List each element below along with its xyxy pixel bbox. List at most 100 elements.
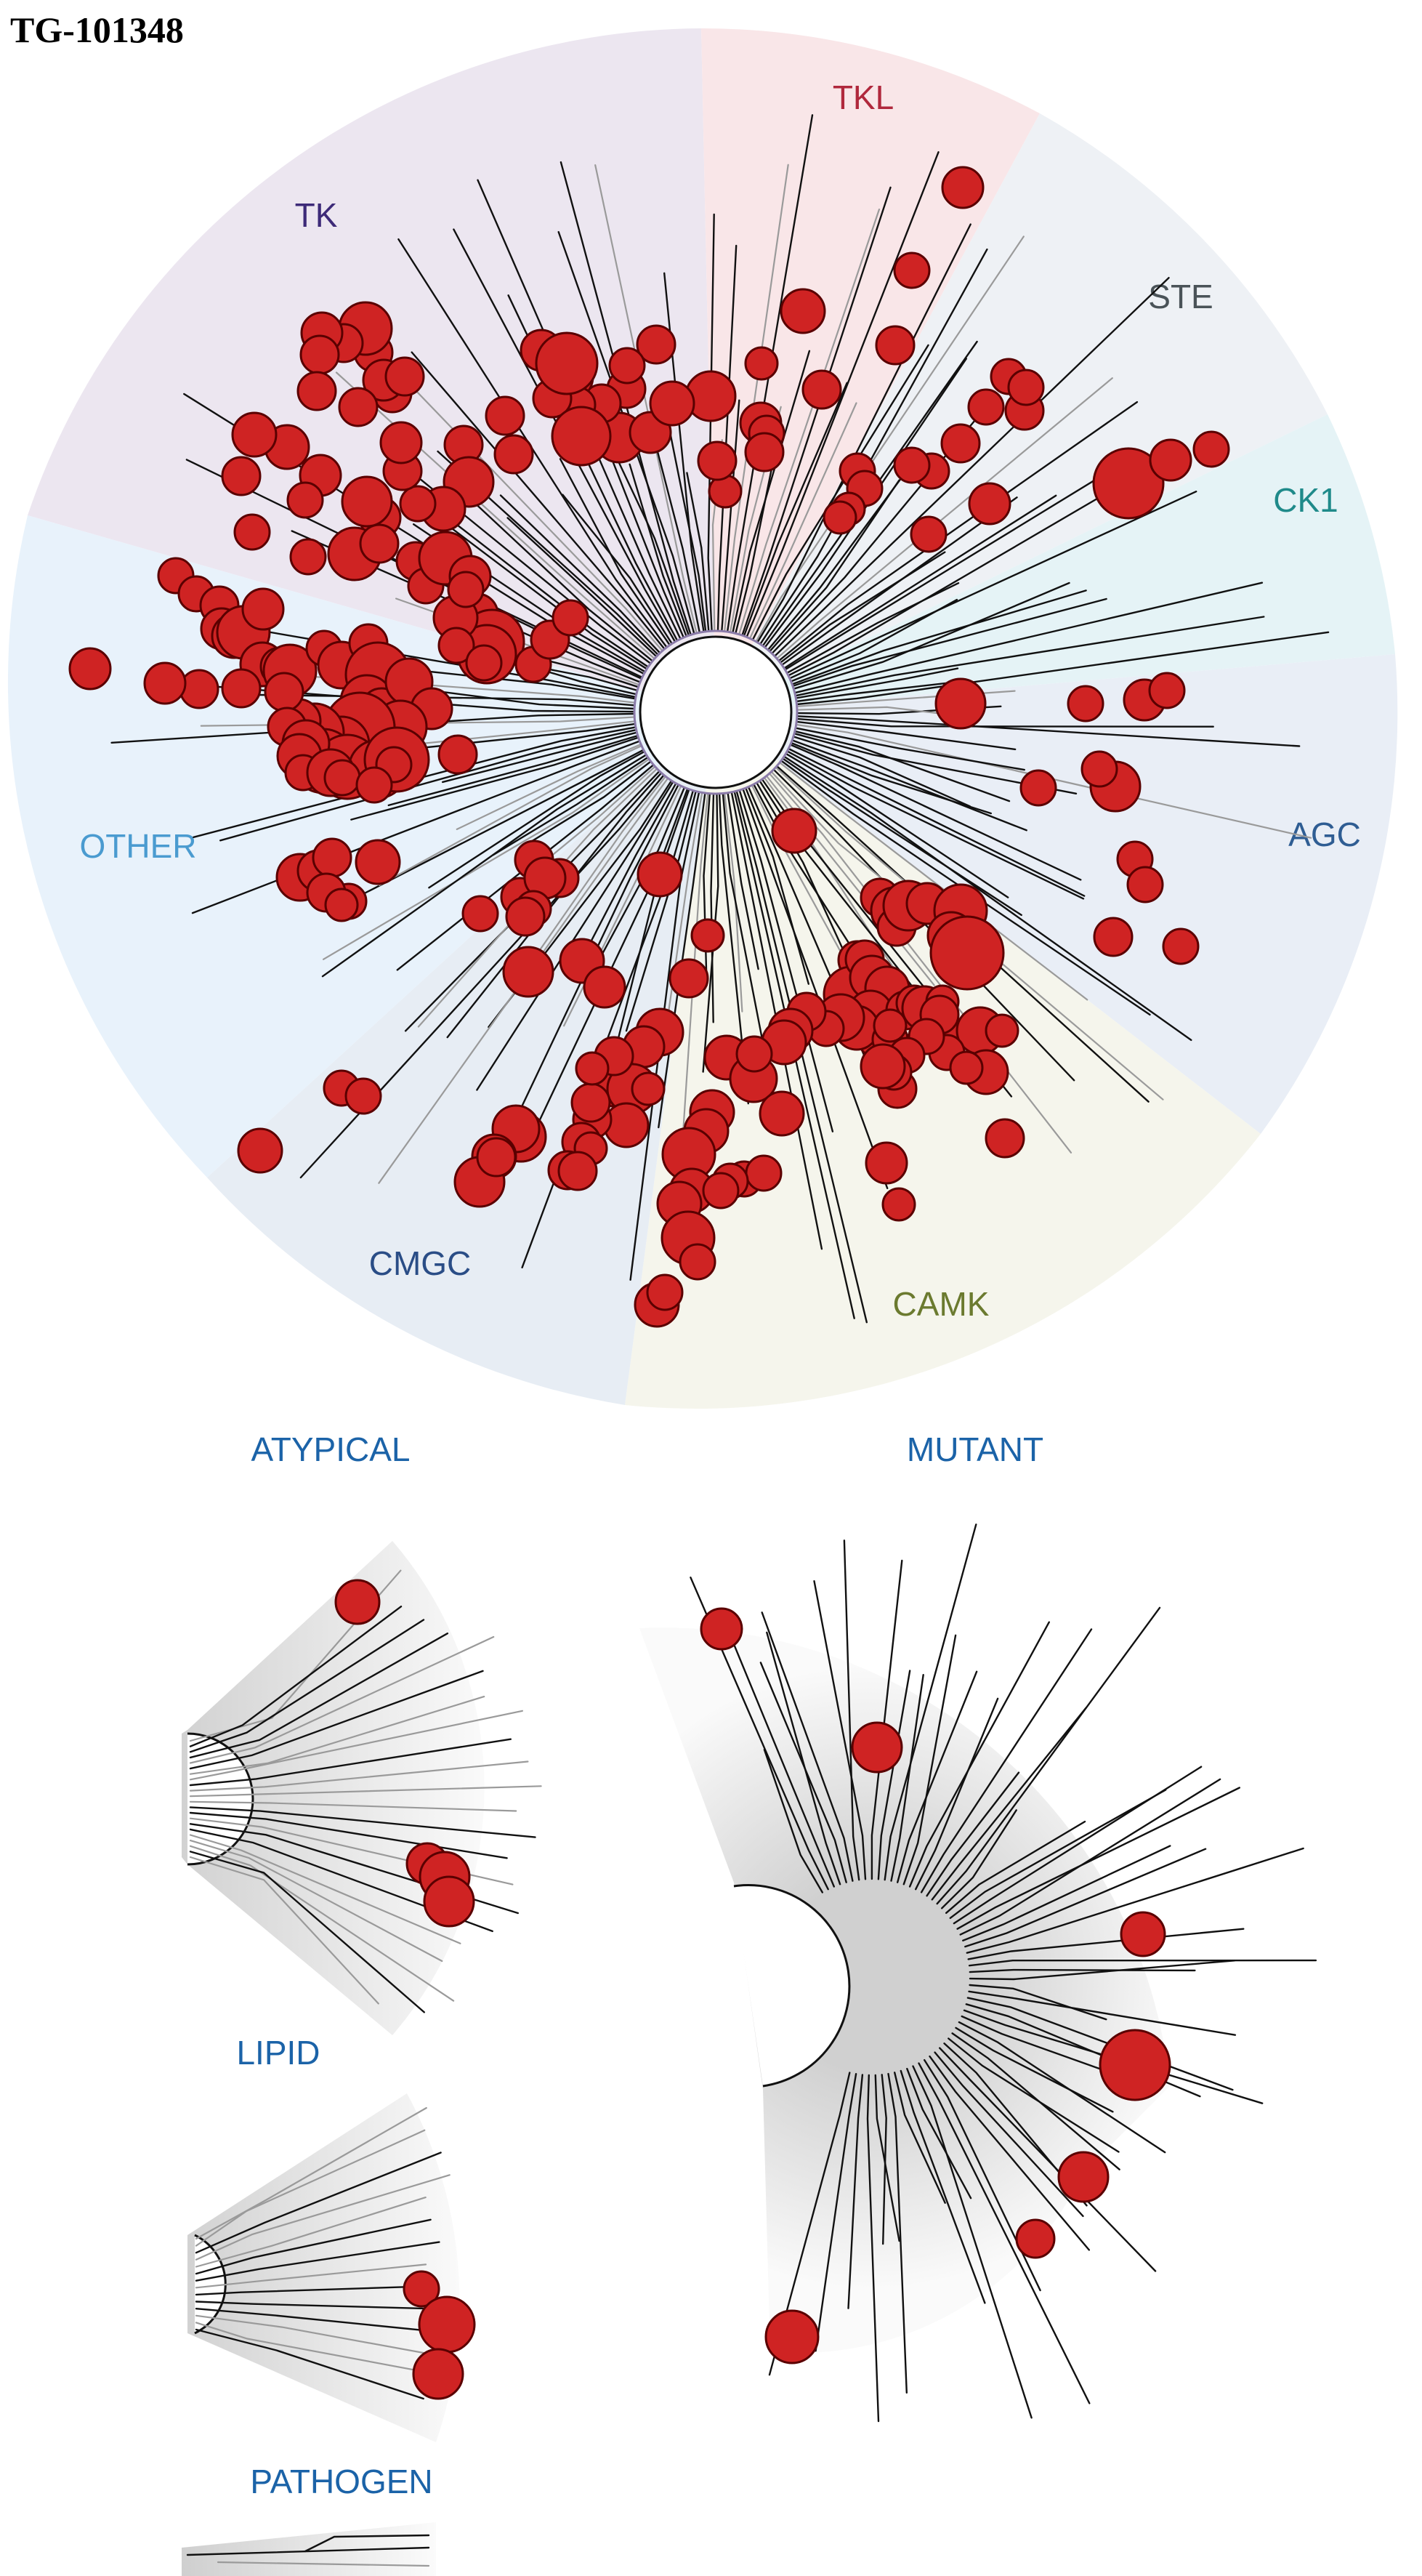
tree-branch bbox=[790, 741, 992, 815]
tree-branch bbox=[722, 792, 769, 1073]
tree-branch bbox=[934, 2051, 1084, 2218]
kinase-hit bbox=[221, 456, 262, 496]
kinase-hit bbox=[744, 346, 779, 381]
tree-branch bbox=[453, 228, 676, 643]
tree-branch bbox=[775, 766, 1164, 1100]
tree-branch bbox=[912, 2065, 1033, 2419]
tree-branch bbox=[795, 667, 959, 699]
kinase-hit bbox=[231, 411, 278, 458]
kinase-hit bbox=[608, 347, 646, 385]
tree-branch bbox=[189, 1710, 523, 1781]
tree-branch bbox=[189, 1851, 425, 2013]
tree-branch bbox=[195, 2286, 410, 2296]
kinase-hit bbox=[355, 766, 393, 804]
tree-branch bbox=[791, 739, 1027, 832]
tree-branch bbox=[193, 726, 637, 838]
tree-branch bbox=[304, 2534, 430, 2553]
tree-branch bbox=[964, 1848, 1207, 1948]
tree-branch bbox=[968, 1990, 1237, 2036]
tree-branch bbox=[920, 1628, 1093, 1893]
kinase-hit bbox=[324, 887, 359, 922]
tree-branch bbox=[783, 494, 1057, 669]
tree-branch bbox=[559, 161, 692, 636]
tree-branch bbox=[894, 2072, 946, 2204]
tree-branch bbox=[789, 744, 1082, 881]
tree-branch bbox=[795, 681, 957, 703]
kinase-hit bbox=[801, 369, 842, 410]
tree-branch bbox=[926, 1771, 1020, 1897]
tree-branch bbox=[724, 164, 789, 632]
tree-branch bbox=[732, 350, 811, 634]
tree-branch bbox=[681, 792, 709, 1152]
tree-branch bbox=[219, 728, 637, 842]
tree-branch bbox=[610, 454, 684, 639]
tree-branch bbox=[780, 496, 1018, 666]
tree-branch bbox=[748, 402, 857, 640]
kinase-hit bbox=[759, 1090, 805, 1137]
tree-branch bbox=[504, 784, 679, 1143]
tree-branch bbox=[559, 458, 671, 646]
kinase-hit bbox=[1057, 2151, 1110, 2203]
kinase-hit bbox=[1007, 369, 1045, 406]
tree-branch bbox=[761, 1611, 854, 1882]
tree-branch bbox=[613, 452, 690, 637]
tree-branch bbox=[189, 1738, 512, 1787]
tree-branch bbox=[189, 1670, 484, 1770]
tree-branch bbox=[792, 736, 971, 808]
mutant-fan bbox=[639, 1627, 1170, 2353]
kinase-hit bbox=[1192, 430, 1230, 468]
tree-branch bbox=[887, 2072, 908, 2394]
tree-branch bbox=[350, 736, 639, 821]
kinase-hit bbox=[423, 1875, 475, 1928]
tree-branch bbox=[776, 377, 1113, 660]
mutant-tree bbox=[639, 1524, 1317, 2423]
tree-branch bbox=[936, 1606, 1161, 1905]
tree-branch bbox=[815, 2073, 857, 2352]
tree-center-hub bbox=[633, 629, 799, 795]
tree-branch bbox=[900, 2069, 986, 2304]
tree-branch bbox=[476, 781, 674, 1091]
tree-branch bbox=[729, 1633, 835, 1888]
kinase-hit bbox=[552, 599, 589, 637]
tree-branch bbox=[477, 179, 682, 640]
tree-branch bbox=[686, 472, 710, 632]
tree-branch bbox=[786, 750, 1085, 900]
kinase-hit bbox=[1093, 917, 1134, 957]
tree-branch bbox=[594, 164, 698, 635]
tree-branch bbox=[690, 1577, 829, 1891]
tree-branch bbox=[968, 1959, 1317, 1967]
kinase-hit bbox=[780, 288, 826, 334]
tree-branch bbox=[772, 768, 1075, 1082]
tree-branch bbox=[186, 2546, 430, 2556]
tree-branch bbox=[951, 2032, 1120, 2170]
main-tree-hits bbox=[68, 166, 1230, 1328]
kinase-hit bbox=[910, 515, 948, 553]
tree-branch bbox=[794, 727, 1025, 771]
group-label-ste: STE bbox=[1148, 278, 1213, 315]
kinase-hit bbox=[968, 482, 1011, 526]
kinase-hit bbox=[631, 1071, 666, 1106]
group-label-ck1: CK1 bbox=[1273, 481, 1338, 519]
tree-branch bbox=[409, 687, 636, 710]
tree-branch bbox=[791, 597, 1107, 688]
kinase-hit bbox=[1067, 685, 1104, 723]
kinase-hit bbox=[143, 661, 187, 705]
tree-branch bbox=[629, 463, 687, 637]
tree-branch bbox=[793, 581, 1070, 690]
tree-branch bbox=[961, 2015, 1101, 2070]
kinase-hit bbox=[221, 668, 262, 709]
tree-branch bbox=[769, 479, 900, 653]
tree-branch bbox=[766, 1631, 841, 1885]
tree-branch bbox=[874, 2074, 900, 2242]
kinase-hit bbox=[1015, 2218, 1056, 2259]
kinase-hit bbox=[646, 1273, 684, 1311]
tree-branch bbox=[939, 2047, 1157, 2272]
tree-branch bbox=[421, 496, 650, 668]
kinase-hit bbox=[1120, 1911, 1166, 1957]
atypical-fan bbox=[182, 1541, 485, 2035]
tree-branch bbox=[796, 720, 1017, 751]
tree-branch bbox=[562, 494, 673, 645]
tree-branch bbox=[741, 186, 892, 637]
tree-branch bbox=[967, 1928, 1245, 1960]
tree-branch bbox=[779, 762, 1088, 1001]
